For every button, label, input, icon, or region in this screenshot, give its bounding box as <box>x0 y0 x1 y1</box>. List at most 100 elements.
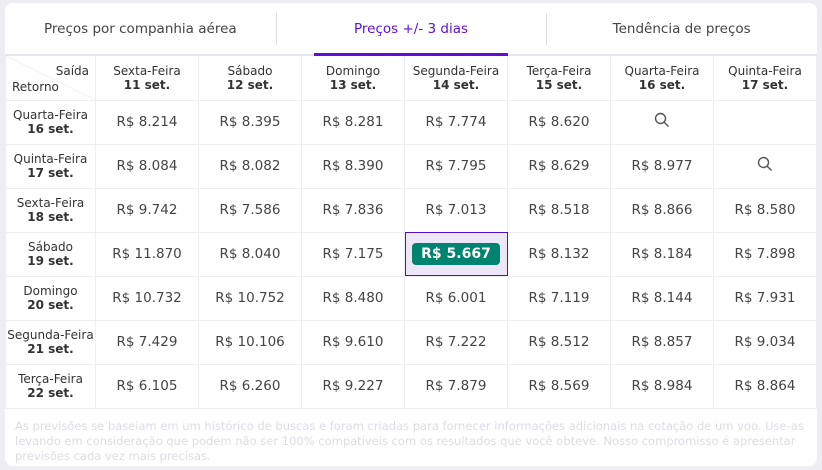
table-row: Quarta-Feira 16 set. R$ 8.214 R$ 8.395 R$ 8.… <box>5 99 817 145</box>
return-date: 19 set. <box>27 254 74 268</box>
price-cell[interactable]: R$ 7.222 <box>404 319 508 365</box>
price-cell[interactable]: R$ 8.480 <box>301 275 405 321</box>
departure-day: Quarta-Feira <box>624 63 700 78</box>
search-price-cell[interactable] <box>713 143 817 189</box>
departure-date: 16 set. <box>638 77 686 92</box>
departure-day: Quinta-Feira <box>728 63 802 78</box>
departure-header: Sábado 12 set. <box>198 56 302 101</box>
price-cell[interactable]: R$ 10.752 <box>198 275 302 321</box>
return-day: Quinta-Feira <box>13 152 88 166</box>
price-cell[interactable]: R$ 7.931 <box>713 275 817 321</box>
return-day: Terça-Feira <box>18 372 83 386</box>
price-cell[interactable]: R$ 8.518 <box>507 187 611 233</box>
price-cell[interactable]: R$ 9.610 <box>301 319 405 365</box>
table-row: Quinta-Feira 17 set. R$ 8.084 R$ 8.082 R$ 8.… <box>5 143 817 189</box>
price-cell[interactable]: R$ 8.569 <box>507 363 611 409</box>
price-grid-card: Preços por companhia aérea Preços +/- 3 d… <box>5 3 817 466</box>
return-date: 20 set. <box>27 298 74 312</box>
price-cell[interactable]: R$ 7.774 <box>404 99 508 145</box>
price-cell[interactable]: R$ 10.106 <box>198 319 302 365</box>
price-cell[interactable]: R$ 7.795 <box>404 143 508 189</box>
price-cell[interactable]: R$ 8.629 <box>507 143 611 189</box>
price-cell[interactable]: R$ 9.227 <box>301 363 405 409</box>
tab-1[interactable]: Preços +/- 3 dias <box>275 3 547 56</box>
price-cell[interactable]: R$ 8.857 <box>610 319 714 365</box>
return-header: Terça-Feira 22 set. <box>5 363 96 409</box>
price-cell[interactable]: R$ 8.184 <box>610 231 714 277</box>
price-cell[interactable]: R$ 7.429 <box>95 319 199 365</box>
price-cell[interactable]: R$ 7.119 <box>507 275 611 321</box>
departure-header: Quarta-Feira 16 set. <box>610 56 714 101</box>
price-cell[interactable]: R$ 11.870 <box>95 231 199 277</box>
search-price-cell[interactable] <box>610 99 714 145</box>
departure-header: Segunda-Feira 14 set. <box>404 56 508 101</box>
price-cell[interactable]: R$ 7.879 <box>404 363 508 409</box>
price-cell[interactable]: R$ 8.512 <box>507 319 611 365</box>
best-price-cell[interactable]: R$ 5.667 <box>404 231 508 277</box>
departure-header: Sexta-Feira 11 set. <box>95 56 199 101</box>
price-cell[interactable]: R$ 7.898 <box>713 231 817 277</box>
price-cell[interactable]: R$ 9.034 <box>713 319 817 365</box>
departure-day: Sexta-Feira <box>113 63 181 78</box>
return-label: Retorno <box>12 79 59 94</box>
table-row: Domingo 20 set. R$ 10.732 R$ 10.752 R$ 8.480… <box>5 275 817 321</box>
return-header: Quinta-Feira 17 set. <box>5 143 96 189</box>
price-cell[interactable]: R$ 8.866 <box>610 187 714 233</box>
table-row: Terça-Feira 22 set. R$ 6.105 R$ 6.260 R$ 9.2… <box>5 363 817 409</box>
price-cell[interactable]: R$ 8.214 <box>95 99 199 145</box>
departure-day: Sábado <box>227 63 273 78</box>
price-cell[interactable]: R$ 8.864 <box>713 363 817 409</box>
price-cell[interactable]: R$ 8.580 <box>713 187 817 233</box>
search-icon <box>654 112 670 132</box>
empty-cell <box>713 99 817 145</box>
return-header: Segunda-Feira 21 set. <box>5 319 96 365</box>
price-cell[interactable]: R$ 8.620 <box>507 99 611 145</box>
price-cell[interactable]: R$ 7.586 <box>198 187 302 233</box>
price-cell[interactable]: R$ 8.281 <box>301 99 405 145</box>
price-cell[interactable]: R$ 8.132 <box>507 231 611 277</box>
price-cell[interactable]: R$ 9.742 <box>95 187 199 233</box>
departure-date: 15 set. <box>535 77 583 92</box>
return-header: Sábado 19 set. <box>5 231 96 277</box>
tab-0[interactable]: Preços por companhia aérea <box>44 20 237 37</box>
tab-2[interactable]: Tendência de preços <box>546 3 817 54</box>
price-cell[interactable]: R$ 10.732 <box>95 275 199 321</box>
corner-header: Saída Retorno <box>5 56 96 101</box>
price-cell[interactable]: R$ 6.260 <box>198 363 302 409</box>
departure-header: Domingo 13 set. <box>301 56 405 101</box>
price-cell[interactable]: R$ 7.836 <box>301 187 405 233</box>
departure-label: Saída <box>55 64 89 78</box>
price-cell[interactable]: R$ 8.084 <box>95 143 199 189</box>
price-cell[interactable]: R$ 8.977 <box>610 143 714 189</box>
price-cell[interactable]: R$ 8.144 <box>610 275 714 321</box>
price-cell[interactable]: R$ 8.984 <box>610 363 714 409</box>
price-matrix: Saída Retorno Sexta-Feira 11 set. Sábado 12… <box>5 56 817 409</box>
departure-date: 12 set. <box>226 77 274 92</box>
price-cell[interactable]: R$ 7.175 <box>301 231 405 277</box>
return-date: 21 set. <box>27 342 74 356</box>
table-row: Sexta-Feira 18 set. R$ 9.742 R$ 7.586 R$ 7.8… <box>5 187 817 233</box>
price-cell[interactable]: R$ 6.105 <box>95 363 199 409</box>
price-cell[interactable]: R$ 8.390 <box>301 143 405 189</box>
return-header: Quarta-Feira 16 set. <box>5 100 96 145</box>
price-cell[interactable]: R$ 7.013 <box>404 187 508 233</box>
return-day: Domingo <box>23 284 78 298</box>
price-cell[interactable]: R$ 8.040 <box>198 231 302 277</box>
return-day: Sábado <box>28 240 73 254</box>
return-date: 17 set. <box>27 166 74 180</box>
departure-header: Terça-Feira 15 set. <box>507 56 611 101</box>
price-cell[interactable]: R$ 8.395 <box>198 99 302 145</box>
departure-day: Segunda-Feira <box>412 63 500 78</box>
return-header: Domingo 20 set. <box>5 275 96 321</box>
best-price-badge: R$ 5.667 <box>412 243 500 265</box>
price-cell[interactable]: R$ 8.082 <box>198 143 302 189</box>
search-icon <box>757 156 773 176</box>
return-header: Sexta-Feira 18 set. <box>5 187 96 233</box>
return-day: Quarta-Feira <box>13 108 88 122</box>
table-row: Segunda-Feira 21 set. R$ 7.429 R$ 10.106 R$ … <box>5 319 817 365</box>
return-day: Sexta-Feira <box>16 196 85 210</box>
departure-day: Terça-Feira <box>526 63 592 78</box>
departure-date: 17 set. <box>741 77 789 92</box>
table-row: Sábado 19 set. R$ 11.870 R$ 8.040 R$ 7.175 R$… <box>5 231 817 277</box>
price-cell[interactable]: R$ 6.001 <box>404 275 508 321</box>
